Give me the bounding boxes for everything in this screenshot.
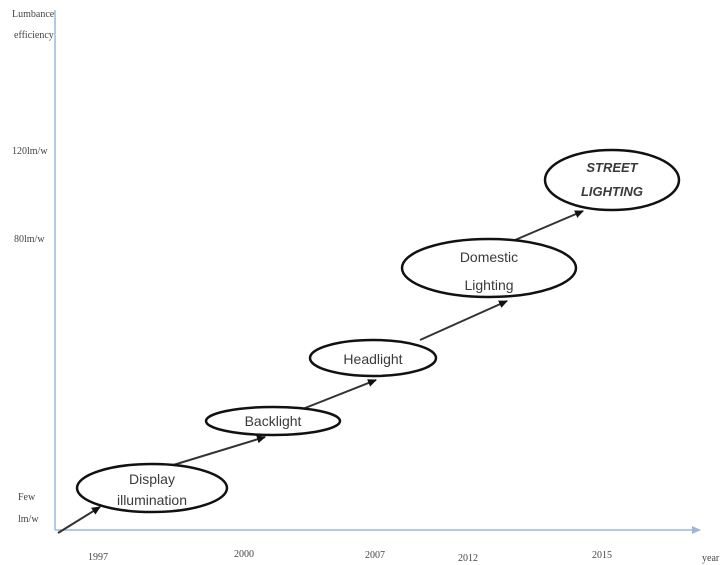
stage-display-line1: Display [129,471,175,487]
arrow-display-to-backlight [169,435,266,467]
stage-domestic-lighting: Domestic Lighting [400,237,578,299]
x-tick-2007: 2007 [365,550,385,561]
x-tick-1997: 1997 [88,552,108,563]
y-tick-80lm: 80lm/w [14,234,45,245]
stage-street-line2: LIGHTING [581,184,643,199]
arrow-domestic-to-street [514,210,584,241]
x-tick-2000: 2000 [234,549,254,560]
x-tick-2012: 2012 [458,553,478,564]
x-axis-end-label: year [702,553,720,564]
stage-backlight-label: Backlight [245,413,302,429]
arrow-origin-to-display [57,506,101,534]
y-axis-title-line2: efficiency [14,30,54,41]
y-tick-few-line1: Few [18,492,36,503]
arrow-backlight-to-headlight [294,379,377,413]
stage-domestic-line2: Lighting [464,277,513,293]
arrow-headlight-to-domestic [419,300,508,341]
stage-headlight: Headlight [308,338,438,378]
stage-domestic-line1: Domestic [460,249,518,265]
stage-street-line1: STREET [586,160,638,175]
stage-display-line2: illumination [117,492,187,508]
y-tick-few-line2: lm/w [18,514,39,525]
y-tick-120lm: 120lm/w [12,146,48,157]
stage-headlight-label: Headlight [343,351,402,367]
stage-backlight: Backlight [204,405,342,437]
stage-display-illumination: Display illumination [75,462,229,514]
stage-street-lighting: STREET LIGHTING [543,148,681,212]
x-tick-2015: 2015 [592,550,612,561]
y-axis-title-line1: Lumbance [12,9,55,20]
